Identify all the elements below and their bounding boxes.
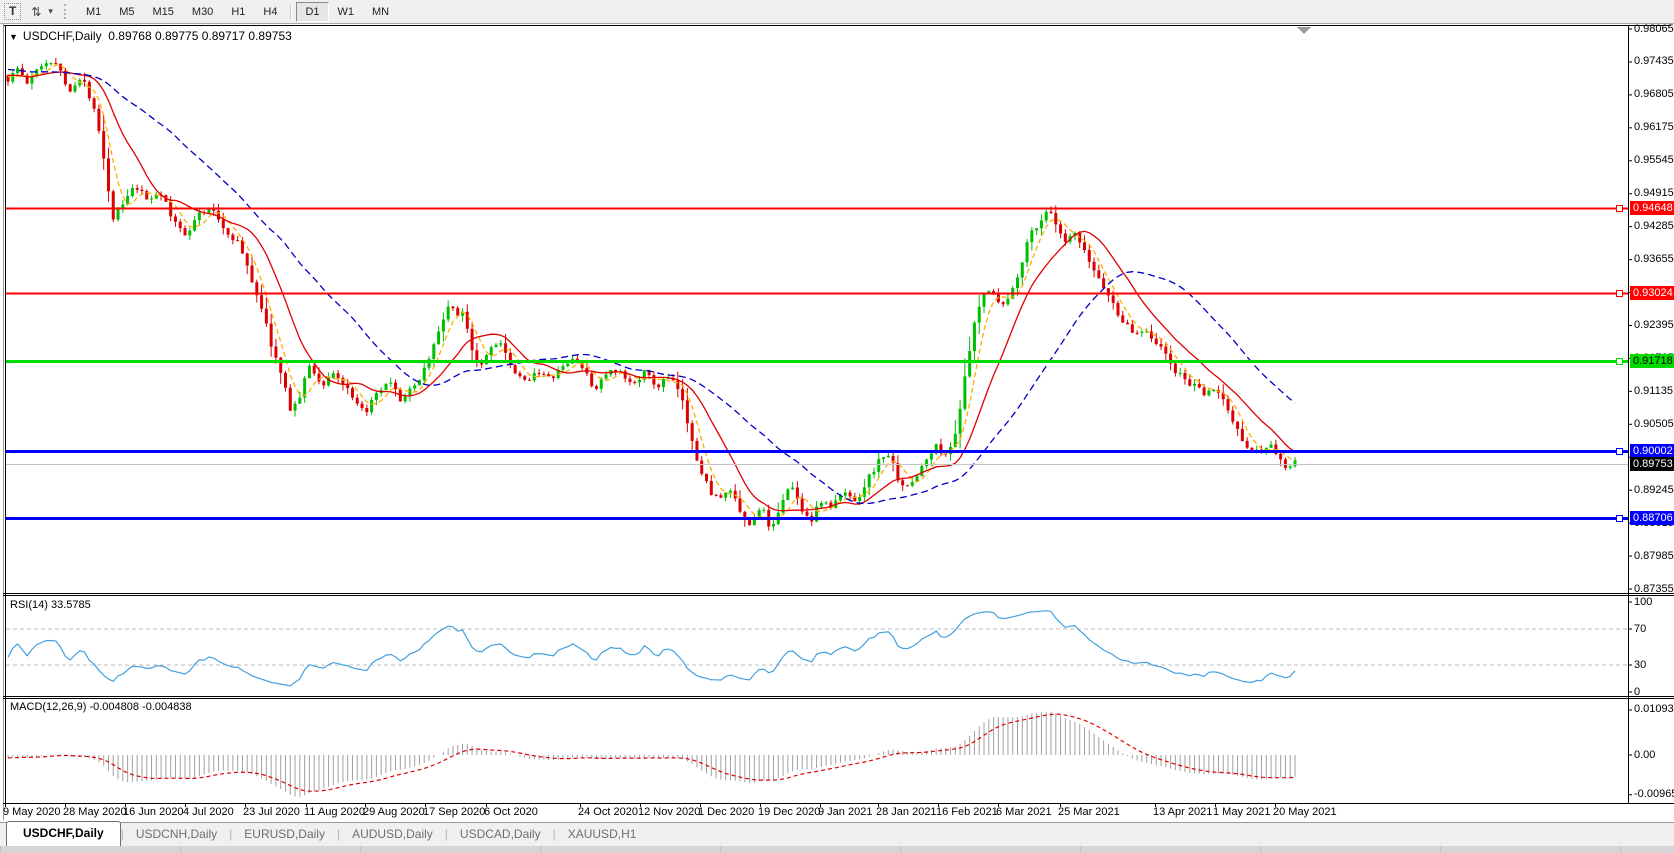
timeframe-button-m1[interactable]: M1 [85, 5, 102, 18]
tab-eurusd[interactable]: EURUSD,Daily [244, 827, 325, 841]
timeframe-group: M1 M5 M15 M30 H1 H4 D1 W1 MN [77, 1, 398, 22]
rsi-axis-tick: 0 [1634, 685, 1641, 698]
price-axis-tick: 0.89245 [1634, 483, 1674, 496]
price-axis-tick: 0.95545 [1634, 154, 1674, 167]
date-axis-label: 28 Jan 2021 [876, 806, 937, 818]
date-axis-label: 4 Jul 2020 [183, 806, 234, 818]
chart-title: ▼ USDCHF,Daily 0.89768 0.89775 0.89717 0.… [9, 29, 292, 43]
symbol-tabbar: USDCHF,Daily | USDCNH,Daily | EURUSD,Daily | A… [0, 821, 1674, 846]
hline-price-tag: 0.90002 [1630, 443, 1674, 458]
timeframe-button-h1[interactable]: H1 [231, 5, 246, 18]
timeframe-button-m30[interactable]: M30 [191, 5, 214, 18]
date-axis-label: 11 Aug 2020 [304, 806, 365, 818]
hline-price-tag: 0.93024 [1630, 285, 1674, 300]
collapse-triangle-icon[interactable]: ▼ [9, 32, 18, 42]
price-axis-tick: 0.94915 [1634, 187, 1674, 200]
macd-axis-tick: 0.00 [1634, 748, 1656, 761]
date-axis-label: 20 May 2021 [1273, 806, 1337, 818]
date-axis-label: 19 Dec 2020 [758, 806, 821, 818]
tab-separator: | [229, 827, 233, 841]
date-axis-label: 28 May 2020 [63, 806, 127, 818]
timeframe-button-m5[interactable]: M5 [119, 5, 135, 18]
timeframe-button-d1[interactable]: D1 [296, 1, 329, 22]
price-axis-tick: 0.93655 [1634, 253, 1674, 266]
macd-label: MACD(12,26,9) -0.004808 -0.004838 [10, 701, 192, 713]
date-axis-label: 1 May 2021 [1213, 806, 1271, 818]
ohlc-values: 0.89768 0.89775 0.89717 0.89753 [108, 29, 292, 43]
rsi-axis-tick: 100 [1634, 595, 1653, 608]
timeframe-button-mn[interactable]: MN [372, 5, 390, 18]
tab-audusd[interactable]: AUDUSD,Daily [352, 827, 433, 841]
price-axis-tick: 0.97435 [1634, 55, 1674, 68]
date-axis-label: 16 Feb 2021 [936, 806, 998, 818]
tab-separator: | [336, 827, 341, 841]
rsi-axis-tick: 70 [1634, 622, 1647, 635]
tab-separator: | [552, 827, 556, 841]
price-axis-tick: 0.96175 [1634, 121, 1674, 134]
price-axis-tick: 0.87355 [1634, 582, 1674, 595]
timeframe-button-w1[interactable]: W1 [337, 5, 355, 18]
tab-xauusd[interactable]: XAUUSD,H1 [567, 827, 637, 841]
chevron-down-icon[interactable]: ▾ [48, 6, 53, 16]
date-axis-label: 6 Oct 2020 [484, 806, 538, 818]
price-axis-tick: 0.91135 [1634, 384, 1673, 397]
date-axis-label: 16 Jun 2020 [123, 806, 184, 818]
hline-price-tag: 0.91718 [1630, 353, 1674, 368]
price-axis-tick: 0.96805 [1634, 88, 1674, 101]
date-axis-label: 29 Aug 2020 [363, 806, 425, 818]
hline-price-tag: 0.94648 [1630, 200, 1674, 215]
symbol-period-label: USDCHF,Daily [22, 29, 102, 43]
date-axis-label: 25 Mar 2021 [1058, 806, 1120, 818]
timeframe-button-m15[interactable]: M15 [152, 5, 174, 18]
toolbar-separator [290, 3, 293, 20]
date-axis-label: 1 Dec 2020 [698, 806, 755, 818]
text-tool-icon[interactable]: T [4, 3, 22, 20]
hline-price-tag: 0.88706 [1630, 511, 1674, 526]
date-axis-label: 23 Jul 2020 [243, 806, 300, 818]
date-axis-label: 6 Mar 2021 [996, 806, 1052, 818]
price-axis-tick: 0.94285 [1634, 220, 1674, 233]
current-price-tag: 0.89753 [1630, 456, 1674, 471]
bottom-strip [0, 846, 1674, 853]
date-axis-label: 17 Sep 2020 [423, 806, 486, 818]
arrows-tool-icon[interactable]: ⇅ [31, 4, 42, 19]
macd-axis-tick: -0.009653 [1634, 788, 1674, 801]
date-axis-label: 9 May 2020 [3, 806, 61, 818]
top-toolbar: T ⇅ ▾ M1 M5 M15 M30 H1 H4 D1 W1 MN [0, 0, 1674, 23]
tab-separator: | [444, 827, 448, 841]
tab-separator: | [120, 827, 124, 841]
date-axis-label: 9 Jan 2021 [818, 806, 873, 818]
price-axis-tick: 0.98065 [1634, 22, 1674, 35]
date-axis-label: 13 Apr 2021 [1153, 806, 1213, 818]
toolbar-grip[interactable] [63, 4, 69, 19]
timeframe-button-h4[interactable]: H4 [263, 5, 278, 18]
price-axis-tick: 0.92395 [1634, 318, 1674, 331]
date-axis-label: 12 Nov 2020 [638, 806, 701, 818]
tab-usdchf[interactable]: USDCHF,Daily [6, 821, 121, 846]
tab-usdcnh[interactable]: USDCNH,Daily [135, 827, 218, 841]
tab-usdcad[interactable]: USDCAD,Daily [459, 827, 541, 841]
date-axis-label: 24 Oct 2020 [578, 806, 638, 818]
macd-axis-tick: 0.010933 [1634, 703, 1674, 716]
rsi-axis-tick: 30 [1634, 658, 1647, 671]
rsi-label: RSI(14) 33.5785 [10, 599, 91, 611]
price-axis-tick: 0.90505 [1634, 417, 1674, 430]
price-axis-tick: 0.87985 [1634, 549, 1674, 562]
